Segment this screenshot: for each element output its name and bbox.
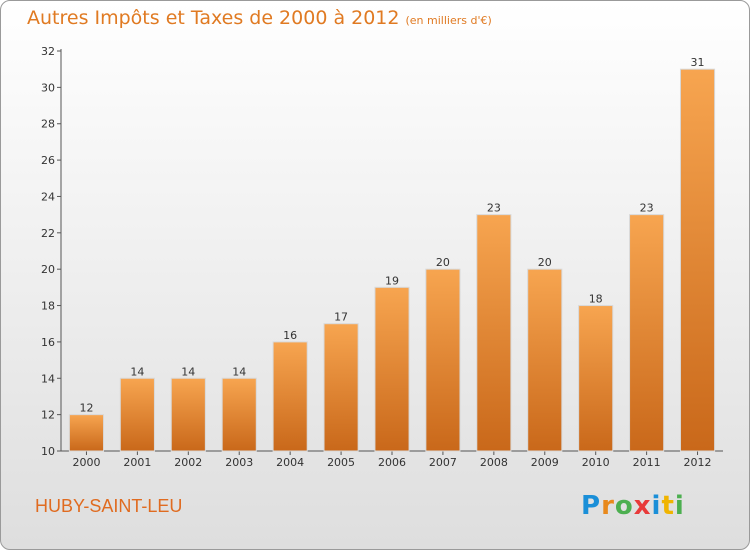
bar-value-label: 12 — [79, 402, 93, 415]
x-tick-label: 2012 — [684, 456, 712, 469]
bar-value-label: 20 — [436, 256, 450, 269]
x-tick-label: 2001 — [123, 456, 151, 469]
bar-value-label: 14 — [232, 365, 246, 378]
y-tick-label: 10 — [41, 445, 55, 458]
y-tick-label: 12 — [41, 409, 55, 422]
x-tick-label: 2006 — [378, 456, 406, 469]
bar — [68, 414, 105, 452]
y-tick-label: 14 — [41, 372, 55, 385]
y-tick-label: 28 — [41, 118, 55, 131]
chart-title-unit: (en milliers d'€) — [405, 14, 492, 27]
bar-value-label: 23 — [640, 202, 654, 215]
bar — [221, 377, 257, 452]
chart-title: Autres Impôts et Taxes de 2000 à 2012 (en… — [27, 7, 492, 29]
logo-letter: o — [614, 491, 634, 521]
bar — [629, 214, 665, 452]
x-tick-label: 2004 — [276, 456, 304, 469]
x-tick-label: 2005 — [327, 456, 355, 469]
x-tick-label: 2008 — [480, 456, 508, 469]
bar-value-label: 14 — [181, 365, 195, 378]
y-tick-label: 16 — [41, 336, 55, 349]
bar — [323, 323, 359, 452]
bar-value-label: 14 — [130, 365, 144, 378]
bar — [119, 377, 155, 452]
bar-value-label: 17 — [334, 311, 348, 324]
bar — [578, 305, 614, 452]
logo-letter: P — [581, 491, 602, 521]
chart-title-main: Autres Impôts et Taxes de 2000 à 2012 — [27, 7, 400, 29]
y-tick-label: 32 — [41, 45, 55, 58]
logo-letter: t — [661, 491, 675, 521]
x-tick-label: 2003 — [225, 456, 253, 469]
bar — [679, 68, 716, 452]
bar — [527, 268, 563, 452]
x-tick-label: 2011 — [633, 456, 661, 469]
x-tick-label: 2009 — [531, 456, 559, 469]
x-tick-label: 2007 — [429, 456, 457, 469]
x-tick-label: 2000 — [72, 456, 100, 469]
bar — [374, 286, 410, 452]
city-name: HUBY-SAINT-LEU — [35, 496, 183, 516]
logo-letter: i — [674, 491, 685, 521]
x-tick-label: 2002 — [174, 456, 202, 469]
bar-value-label: 31 — [691, 56, 705, 69]
y-tick-label: 22 — [41, 227, 55, 240]
logo-letter: r — [601, 491, 615, 521]
logo-letter: x — [633, 491, 652, 521]
proxiti-logo: Proxiti — [581, 491, 685, 521]
bar — [272, 341, 308, 452]
logo-letter: i — [651, 491, 662, 521]
x-tick-label: 2010 — [582, 456, 610, 469]
bar-value-label: 20 — [538, 256, 552, 269]
y-tick-label: 20 — [41, 263, 55, 276]
y-tick-label: 30 — [41, 81, 55, 94]
bar-value-label: 23 — [487, 202, 501, 215]
bar — [170, 377, 206, 452]
y-tick-label: 24 — [41, 190, 55, 203]
bar — [425, 268, 461, 452]
bar-value-label: 19 — [385, 274, 399, 287]
bar-value-label: 18 — [589, 293, 603, 306]
y-tick-label: 18 — [41, 300, 55, 313]
bar — [476, 214, 512, 452]
y-tick-label: 26 — [41, 154, 55, 167]
bar-value-label: 16 — [283, 329, 297, 342]
